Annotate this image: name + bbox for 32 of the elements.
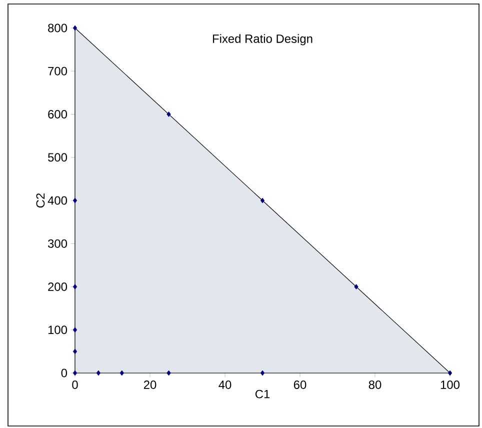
y-tick-label: 300	[48, 239, 68, 248]
x-axis-title: C1	[255, 390, 270, 398]
y-tick-label: 700	[48, 66, 68, 76]
point	[448, 370, 452, 376]
y-tick-label: 100	[48, 326, 68, 334]
x-tick-label: 0	[72, 380, 78, 389]
x-tick-label: 60	[294, 380, 306, 389]
point	[72, 370, 78, 376]
point	[72, 284, 78, 290]
y-tick-label: 600	[48, 110, 68, 118]
x-tick-label: 20	[144, 380, 156, 389]
point	[72, 327, 78, 333]
x-tick-label: 80	[368, 380, 382, 389]
point	[166, 112, 171, 117]
y-tick-label: 200	[48, 282, 68, 291]
y-axis-title: C2	[36, 193, 45, 208]
point	[354, 284, 358, 290]
point	[72, 25, 78, 31]
y-tick-label: 800	[48, 24, 68, 32]
point	[120, 370, 124, 376]
point	[72, 198, 78, 204]
point	[260, 198, 265, 204]
y-tick-label: 400	[48, 196, 68, 205]
point	[72, 348, 78, 354]
y-tick-label: 0	[61, 368, 68, 378]
point	[260, 370, 265, 376]
point	[96, 370, 101, 376]
x-tick-label: 100	[440, 380, 460, 389]
chart-title: Fixed Ratio Design	[212, 34, 312, 46]
x-tick-label: 40	[218, 380, 232, 389]
y-tick-label: 500	[48, 153, 68, 162]
point	[166, 370, 171, 376]
